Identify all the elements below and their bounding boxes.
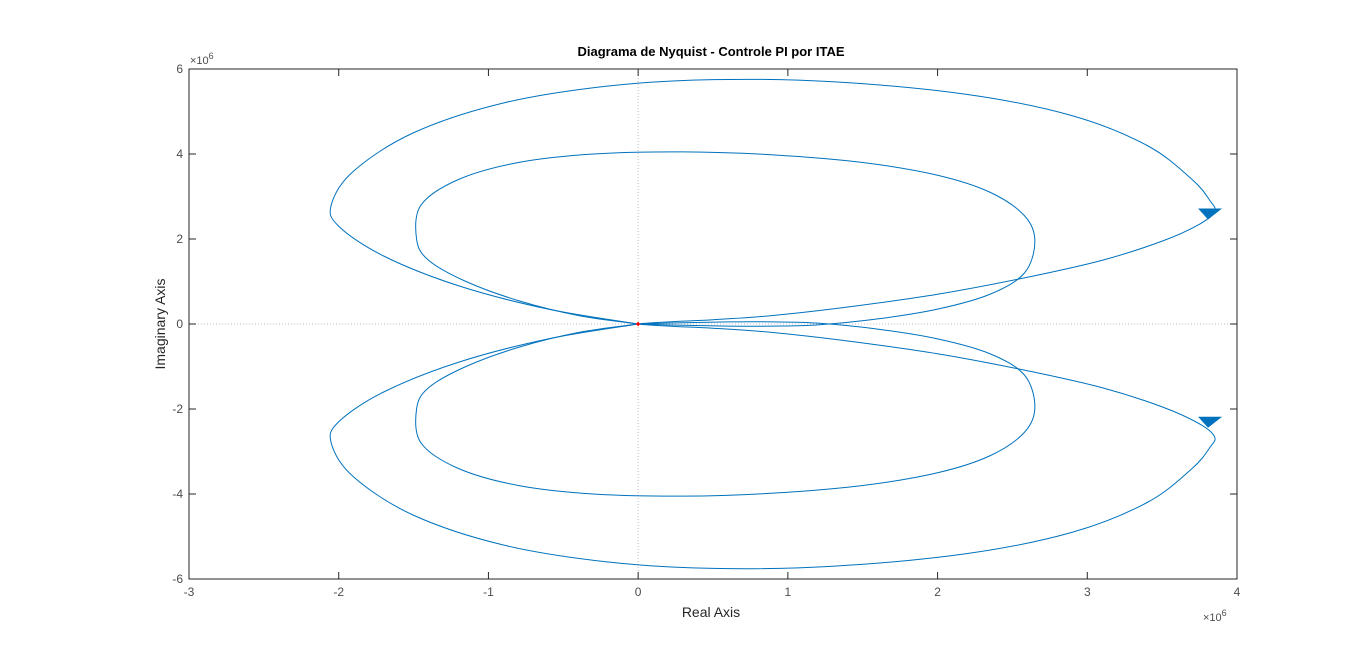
x-multiplier-exponent: 6	[1222, 608, 1227, 618]
x-tick-label: -1	[483, 585, 494, 599]
y-multiplier-exponent: 6	[209, 51, 214, 61]
plot-area: -3 -2 -1 0 1 2 3 4 -6 -4 -2 0 2 4 6	[172, 62, 1240, 599]
x-tick-label: 4	[1234, 585, 1241, 599]
y-tick-label: -4	[172, 487, 183, 501]
x-tick-label: 1	[785, 585, 792, 599]
nyquist-curve	[329, 78, 1216, 325]
y-tick-label: 6	[176, 62, 183, 76]
y-axis-multiplier: ×106	[190, 51, 214, 67]
y-tick-label: 0	[176, 317, 183, 331]
svg-text:×106: ×106	[1203, 608, 1227, 624]
y-axis-label: Imaginary Axis	[152, 278, 168, 369]
direction-arrow	[1198, 208, 1223, 220]
chart-title: Diagrama de Nyquist - Controle PI por IT…	[577, 44, 844, 59]
direction-arrow	[1198, 416, 1223, 428]
x-tick-label: 2	[934, 585, 941, 599]
x-tick-label: 3	[1084, 585, 1091, 599]
y-multiplier-base: ×10	[190, 55, 209, 67]
x-multiplier-base: ×10	[1203, 612, 1222, 624]
nyquist-curve	[329, 323, 1216, 570]
y-tick-label: -6	[172, 572, 183, 586]
x-tick-label: -2	[333, 585, 344, 599]
y-tick-label: 2	[176, 232, 183, 246]
x-axis-label: Real Axis	[682, 604, 740, 620]
x-axis-multiplier: ×106	[1203, 608, 1227, 624]
x-tick-label: -3	[184, 585, 195, 599]
svg-text:×106: ×106	[190, 51, 214, 67]
nyquist-curve	[415, 321, 1036, 497]
y-tick-label: -2	[172, 402, 183, 416]
y-tick-label: 4	[176, 147, 183, 161]
x-tick-label: 0	[635, 585, 642, 599]
